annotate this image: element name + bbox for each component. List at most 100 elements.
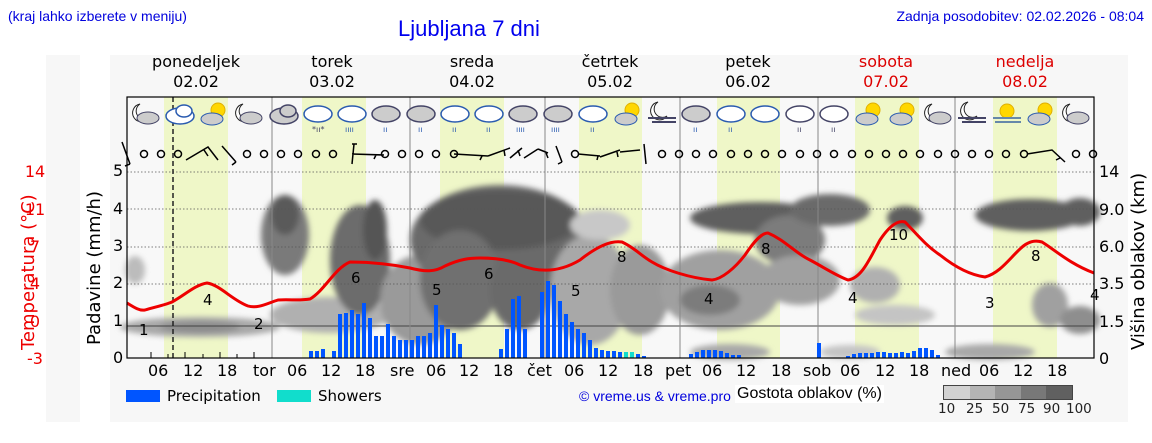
svg-text:5: 5 (571, 282, 581, 300)
precipitation-bars (309, 281, 940, 358)
precip-tick: 4 (113, 199, 124, 218)
cloudy-rain-heavy-icon: ıııı (508, 105, 538, 134)
svg-text:1: 1 (139, 321, 149, 339)
precip-tick: 0 (113, 348, 124, 367)
cloud-density-scale (943, 385, 1073, 400)
cloudy-rain-icon: ıı (716, 105, 746, 134)
temperature-labels: 1 4 2 6 5 6 5 8 4 8 4 10 3 8 4 (139, 226, 1100, 339)
sun-cloud-rain-icon (889, 102, 915, 126)
svg-text:ıı: ıı (590, 125, 594, 134)
day-header: petek 06.02 (725, 52, 771, 91)
cloudy-snow-rain-icon: *ıı* (303, 105, 333, 134)
scale-label: 10 (938, 401, 956, 417)
weather-icons-row: *ıı* ıııı ıı ıı ıı ıı ıııı ıııı ıı ıı ıı… (132, 101, 1090, 134)
cloudy-icon (165, 104, 195, 125)
scale-label: 50 (992, 401, 1010, 417)
cloudy-rain-heavy-icon: ıııı (337, 105, 367, 134)
last-update: Zadnja posodobitev: 02.02.2026 - 08:04 (896, 8, 1144, 24)
svg-text:6: 6 (351, 269, 361, 287)
svg-text:ıı: ıı (452, 125, 456, 134)
cloudy-rain-icon: ıı (681, 105, 711, 134)
sun-cloud-icon (1027, 102, 1053, 126)
cloudy-rain-icon: ıı (371, 105, 401, 134)
precip-tick: 3 (113, 236, 124, 255)
night-partly-cloudy-icon (1062, 103, 1090, 125)
temp-tick: -3 (27, 349, 43, 368)
cloudy-rain-icon: ıı (578, 105, 608, 134)
cloud-density-layer (120, 185, 1100, 360)
cloudy-rain-icon: ıı (406, 105, 436, 134)
cloud-height-tick: 3.5 (1099, 274, 1125, 293)
svg-text:2: 2 (254, 315, 264, 333)
svg-text:ıııı: ıııı (551, 125, 560, 134)
night-cloud-rain-icon (924, 103, 952, 125)
svg-text:8: 8 (761, 240, 771, 258)
precipitation-legend-swatch (126, 390, 160, 402)
svg-text:ıı: ıı (418, 125, 422, 134)
temp-tick: 0 (29, 312, 41, 331)
svg-text:4: 4 (704, 290, 714, 308)
svg-text:4: 4 (848, 289, 858, 307)
temp-tick: 7 (29, 237, 41, 256)
showers-legend-label: Showers (318, 387, 382, 405)
svg-text:ıı: ıı (797, 125, 801, 134)
cloudy-icon (750, 105, 780, 123)
cloudy-rain-icon: ıı (474, 105, 504, 134)
x-ticks (150, 352, 255, 358)
day-header: nedelja 08.02 (995, 52, 1055, 91)
scale-label: 90 (1043, 401, 1061, 417)
wind-barb-icons (121, 141, 1066, 167)
night-partly-cloudy-icon (132, 103, 160, 125)
cloud-height-tick: 6.0 (1099, 237, 1125, 256)
svg-text:8: 8 (617, 248, 627, 266)
cloud-density-label: Gostota oblakov (%) (735, 385, 884, 403)
day-header: četrtek 05.02 (581, 52, 639, 91)
precip-tick: 2 (113, 273, 124, 292)
gridlines (127, 171, 1094, 285)
page-title: Ljubljana 7 dni (398, 16, 540, 41)
temp-tick: 14 (24, 162, 46, 181)
svg-text:ıı: ıı (693, 125, 697, 134)
x-axis-labels: 06 12 18 tor 06 12 18 sre 06 12 18 čet 0… (148, 361, 1068, 380)
svg-text:ıı: ıı (383, 125, 387, 134)
location-hint[interactable]: (kraj lahko izberete v meniju) (8, 8, 187, 24)
cloudy-rain-icon: ıı (785, 105, 815, 134)
day-header: sreda 04.02 (449, 52, 495, 91)
partly-sunny-icon (200, 102, 226, 126)
left-axis-panel (46, 55, 80, 422)
precip-tick: 5 (113, 161, 124, 180)
day-header: torek 03.02 (309, 52, 355, 91)
precipitation-legend-label: Precipitation (167, 387, 261, 405)
svg-text:ıııı: ıııı (516, 125, 525, 134)
scale-label: 100 (1066, 401, 1092, 417)
svg-text:8: 8 (1031, 247, 1041, 265)
svg-text:4: 4 (1090, 286, 1100, 304)
sun-cloud-rain-icon (855, 102, 881, 126)
svg-text:10: 10 (889, 226, 908, 244)
svg-text:3: 3 (985, 294, 995, 312)
sun-cloud-rain-icon (614, 102, 640, 126)
svg-text:ıı: ıı (831, 125, 835, 134)
copyright-link[interactable]: © vreme.us & vreme.pro (579, 388, 731, 404)
scale-label: 75 (1018, 401, 1036, 417)
cloudy-rain-icon: ıı (819, 105, 849, 134)
svg-text:ıı: ıı (728, 125, 732, 134)
scale-label: 25 (966, 401, 984, 417)
cloudy-icon (269, 104, 299, 125)
cloud-height-tick: 1.5 (1099, 312, 1125, 331)
cloudy-rain-icon: ıı (440, 105, 470, 134)
temp-tick: 4 (29, 274, 41, 293)
temp-tick: 11 (24, 200, 46, 219)
night-partly-cloudy-icon (235, 103, 263, 125)
temperature-line (126, 220, 1095, 312)
day-header: sobota 07.02 (858, 52, 914, 91)
night-fog-icon (648, 101, 676, 123)
day-header: ponedeljek 02.02 (152, 52, 240, 91)
sun-fog-icon (993, 103, 1021, 123)
svg-text:5: 5 (432, 281, 442, 299)
precip-tick: 1 (113, 311, 124, 330)
wind-calm-icons (139, 149, 1098, 159)
svg-text:*ıı*: *ıı* (312, 125, 324, 134)
showers-legend-swatch (277, 390, 311, 402)
